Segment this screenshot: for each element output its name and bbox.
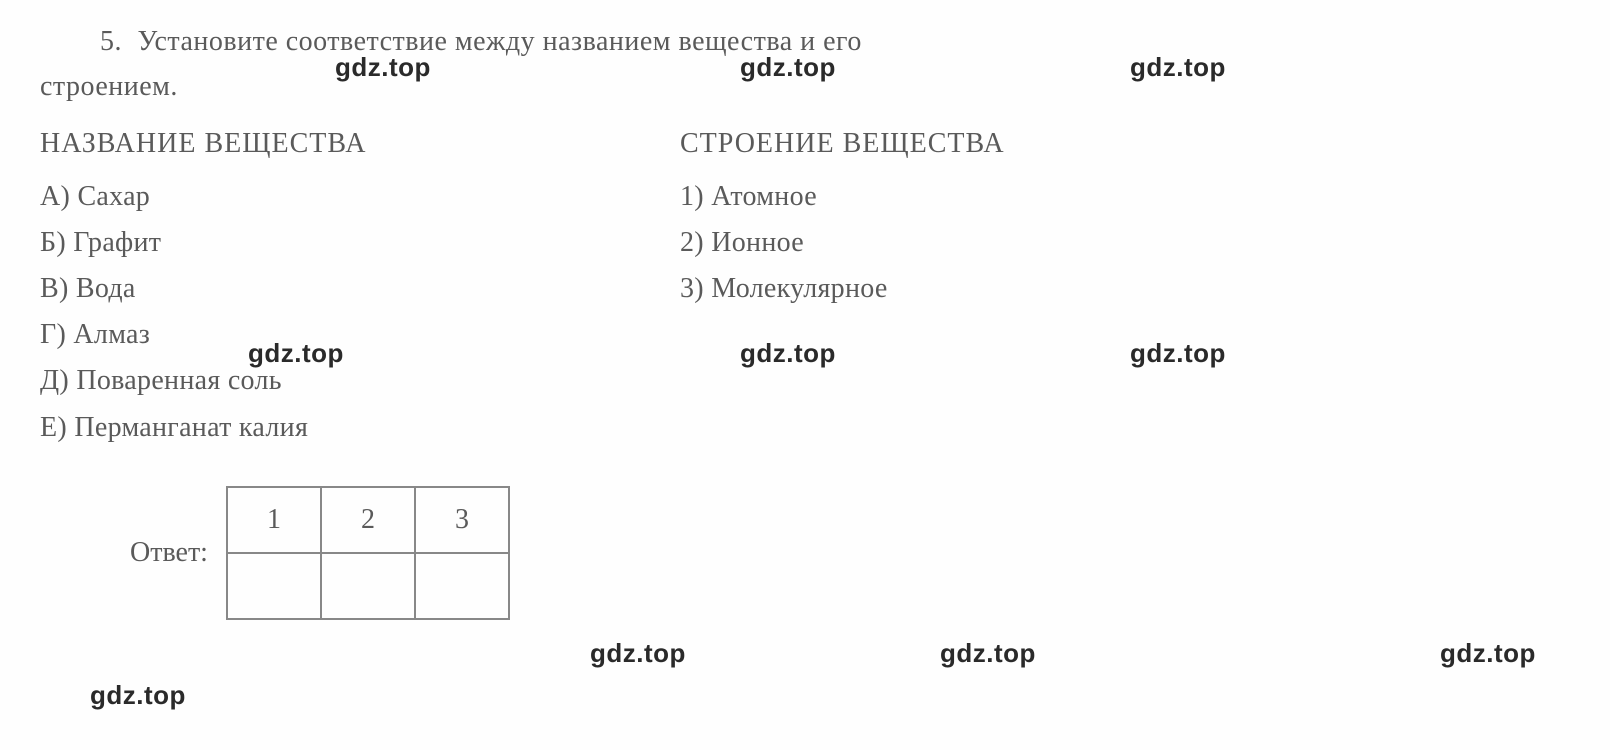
answer-section: Ответ: 1 2 3 <box>130 486 1570 620</box>
answer-table: 1 2 3 <box>226 486 510 620</box>
answer-header-cell: 2 <box>321 487 415 553</box>
left-header: НАЗВАНИЕ ВЕЩЕСТВА <box>40 128 680 160</box>
left-item: А) Сахар <box>40 174 680 220</box>
right-item: 1) Атомное <box>680 174 1570 220</box>
answer-label: Ответ: <box>130 537 208 569</box>
table-row <box>227 553 509 619</box>
left-item: Д) Поваренная соль <box>40 358 680 404</box>
match-columns: НАЗВАНИЕ ВЕЩЕСТВА А) Сахар Б) Графит В) … <box>40 128 1570 451</box>
watermark: gdz.top <box>335 52 431 83</box>
answer-cell[interactable] <box>321 553 415 619</box>
right-header: СТРОЕНИЕ ВЕЩЕСТВА <box>680 128 1570 160</box>
answer-cell[interactable] <box>415 553 509 619</box>
question-line-2: строением. <box>40 71 178 102</box>
left-item: В) Вода <box>40 266 680 312</box>
answer-header-cell: 3 <box>415 487 509 553</box>
table-row: 1 2 3 <box>227 487 509 553</box>
watermark: gdz.top <box>740 52 836 83</box>
right-item: 3) Молекулярное <box>680 266 1570 312</box>
document-content: 5. Установите соответствие между названи… <box>0 0 1610 640</box>
watermark: gdz.top <box>90 680 186 711</box>
left-item: Е) Перманганат калия <box>40 405 680 451</box>
watermark: gdz.top <box>1440 638 1536 669</box>
watermark: gdz.top <box>1130 52 1226 83</box>
left-column: НАЗВАНИЕ ВЕЩЕСТВА А) Сахар Б) Графит В) … <box>40 128 680 451</box>
watermark: gdz.top <box>590 638 686 669</box>
answer-cell[interactable] <box>227 553 321 619</box>
watermark: gdz.top <box>1130 338 1226 369</box>
right-column: СТРОЕНИЕ ВЕЩЕСТВА 1) Атомное 2) Ионное 3… <box>680 128 1570 451</box>
answer-header-cell: 1 <box>227 487 321 553</box>
watermark: gdz.top <box>248 338 344 369</box>
watermark: gdz.top <box>740 338 836 369</box>
watermark: gdz.top <box>940 638 1036 669</box>
left-item: Г) Алмаз <box>40 312 680 358</box>
right-item: 2) Ионное <box>680 220 1570 266</box>
question-number: 5. <box>100 26 122 57</box>
left-item: Б) Графит <box>40 220 680 266</box>
